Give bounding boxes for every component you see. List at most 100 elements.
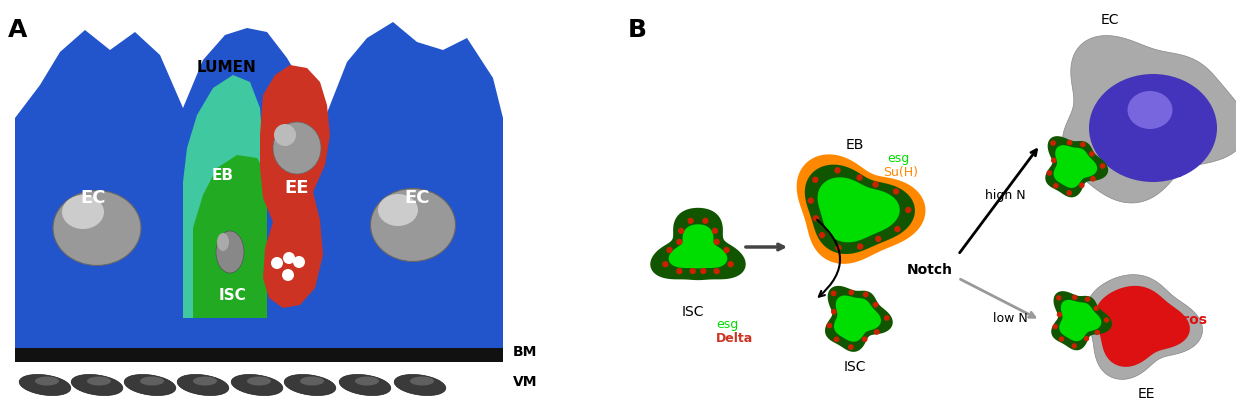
Circle shape [874, 329, 880, 335]
Ellipse shape [394, 375, 446, 395]
Circle shape [666, 247, 672, 253]
Circle shape [690, 268, 696, 274]
Ellipse shape [124, 375, 176, 395]
Text: B: B [628, 18, 646, 42]
Text: ISC: ISC [844, 360, 866, 374]
Ellipse shape [371, 188, 456, 262]
Circle shape [884, 315, 890, 321]
Text: EB: EB [845, 138, 864, 152]
Circle shape [1084, 336, 1089, 341]
Text: EE: EE [1137, 387, 1154, 401]
Circle shape [676, 239, 682, 245]
Polygon shape [183, 75, 263, 318]
Circle shape [283, 252, 295, 264]
Circle shape [848, 344, 854, 350]
Polygon shape [260, 65, 330, 308]
Circle shape [875, 236, 881, 242]
Circle shape [857, 244, 864, 250]
Ellipse shape [62, 195, 104, 229]
Circle shape [861, 336, 868, 342]
Ellipse shape [247, 377, 271, 386]
Circle shape [1072, 343, 1077, 349]
Ellipse shape [273, 122, 321, 174]
Text: EE: EE [284, 179, 309, 197]
Text: esg: esg [887, 152, 910, 165]
Circle shape [676, 268, 682, 274]
Ellipse shape [140, 377, 164, 386]
Text: EC: EC [1101, 13, 1120, 27]
Ellipse shape [300, 377, 324, 386]
Ellipse shape [284, 375, 336, 395]
Circle shape [834, 167, 840, 173]
Text: high N: high N [985, 188, 1026, 202]
Circle shape [679, 228, 685, 234]
Text: low N: low N [993, 311, 1027, 324]
Text: EB: EB [213, 168, 234, 182]
Circle shape [702, 217, 708, 224]
Ellipse shape [35, 377, 59, 386]
Circle shape [818, 232, 826, 238]
Polygon shape [1053, 145, 1098, 188]
Circle shape [894, 226, 901, 232]
Polygon shape [1062, 35, 1236, 203]
Text: Delta: Delta [716, 332, 753, 345]
Circle shape [873, 181, 879, 188]
Circle shape [1056, 295, 1062, 301]
Circle shape [293, 256, 305, 268]
Text: A: A [7, 18, 27, 42]
Circle shape [271, 257, 283, 269]
Polygon shape [797, 154, 926, 264]
Polygon shape [1046, 136, 1109, 197]
Polygon shape [824, 286, 892, 352]
Ellipse shape [410, 377, 434, 386]
Ellipse shape [1089, 74, 1217, 182]
Circle shape [1047, 170, 1052, 176]
Circle shape [833, 337, 839, 342]
Text: EC: EC [80, 189, 106, 207]
Text: VM: VM [513, 375, 538, 389]
Circle shape [1079, 182, 1085, 188]
Polygon shape [15, 348, 503, 362]
Circle shape [1059, 336, 1064, 342]
Polygon shape [1085, 275, 1203, 379]
Text: Pros: Pros [1173, 313, 1208, 327]
Text: DAPI: DAPI [1151, 166, 1183, 180]
Circle shape [1095, 330, 1100, 335]
Text: ISC: ISC [219, 288, 247, 302]
Ellipse shape [231, 375, 283, 395]
Polygon shape [805, 164, 915, 254]
Circle shape [831, 290, 837, 296]
Polygon shape [15, 22, 503, 360]
Ellipse shape [218, 233, 229, 251]
Circle shape [1080, 142, 1085, 147]
Circle shape [1051, 140, 1056, 146]
Ellipse shape [339, 375, 391, 395]
Ellipse shape [193, 377, 218, 386]
Circle shape [713, 268, 719, 274]
Circle shape [662, 261, 669, 267]
Circle shape [723, 247, 729, 253]
Text: Su(H): Su(H) [883, 166, 918, 179]
Polygon shape [193, 155, 267, 318]
Circle shape [831, 309, 837, 315]
Circle shape [728, 261, 734, 267]
Circle shape [1100, 163, 1105, 169]
Circle shape [812, 215, 819, 222]
Text: ISC: ISC [682, 305, 705, 319]
Circle shape [827, 323, 832, 328]
Circle shape [1085, 297, 1090, 302]
Polygon shape [1052, 291, 1112, 350]
Circle shape [863, 292, 869, 297]
Ellipse shape [53, 191, 141, 266]
Polygon shape [669, 224, 727, 268]
Polygon shape [650, 208, 745, 280]
Ellipse shape [1127, 91, 1173, 129]
Circle shape [712, 228, 718, 234]
Circle shape [857, 174, 863, 181]
Text: esg: esg [716, 318, 738, 331]
Ellipse shape [72, 375, 122, 395]
Text: EC: EC [404, 189, 430, 207]
Circle shape [905, 207, 911, 213]
Polygon shape [1059, 300, 1101, 341]
Ellipse shape [177, 375, 229, 395]
